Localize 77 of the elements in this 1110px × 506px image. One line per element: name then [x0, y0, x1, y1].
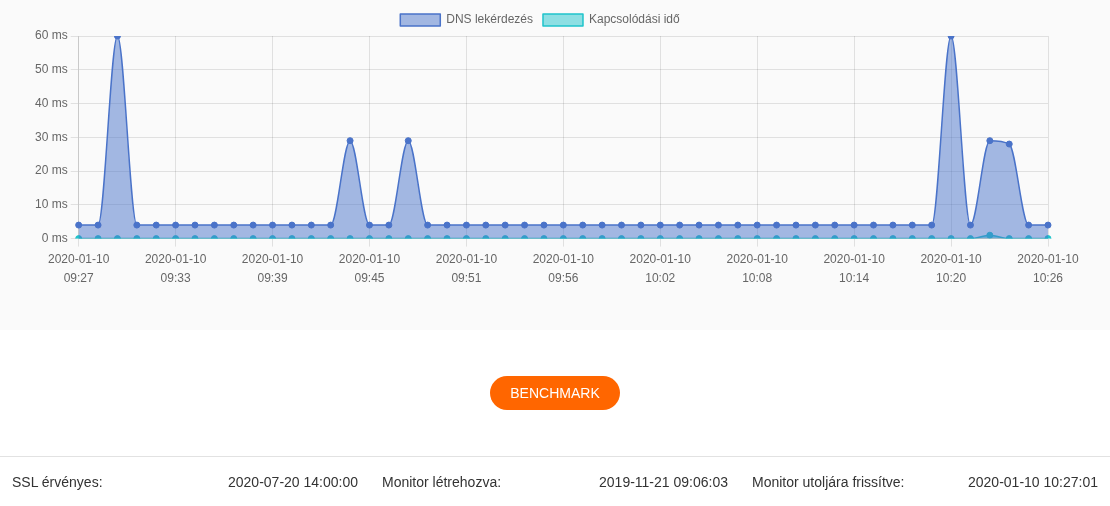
- point: [559, 221, 567, 229]
- point: [986, 137, 994, 145]
- point: [618, 221, 625, 229]
- point: [210, 221, 218, 229]
- point: [404, 137, 412, 145]
- point: [346, 137, 354, 145]
- x-tick-label: 2020-01-10 10:08: [726, 251, 789, 285]
- y-tick-label: 0 ms: [41, 230, 68, 245]
- point: [249, 221, 257, 229]
- text: Monitor utoljára frissítve:: [752, 473, 905, 490]
- point: [191, 221, 199, 229]
- point: [850, 221, 858, 229]
- x-tick-label: 2020-01-10 10:20: [920, 251, 983, 285]
- point: [870, 221, 878, 229]
- point: [986, 231, 994, 239]
- point: [695, 221, 703, 229]
- x-tick-label: 2020-01-10 09:45: [338, 251, 401, 285]
- point: [385, 221, 393, 229]
- point: [501, 221, 509, 229]
- point: [482, 221, 490, 229]
- point: [714, 221, 722, 229]
- point: [792, 221, 800, 229]
- point: [424, 221, 432, 229]
- point: [656, 221, 664, 229]
- point: [307, 221, 315, 229]
- x-tick-label: 2020-01-10 10:14: [823, 251, 886, 285]
- x-tick-label: 2020-01-10 09:33: [144, 251, 207, 285]
- point: [172, 221, 180, 229]
- point: [889, 221, 897, 229]
- text: 2020-07-20 14:00:00: [228, 473, 358, 490]
- point: [637, 221, 645, 229]
- text: SSL érvényes:: [12, 473, 103, 490]
- y-tick-label: 30 ms: [34, 129, 68, 144]
- legend-label: Kapcsolódási idő: [588, 12, 681, 27]
- point: [230, 221, 238, 229]
- point: [269, 221, 277, 229]
- point: [811, 221, 819, 229]
- point: [928, 221, 936, 229]
- y-tick-label: 40 ms: [34, 95, 68, 110]
- text: BENCHMARK: [510, 385, 600, 401]
- point: [1025, 221, 1033, 229]
- y-tick-label: 60 ms: [34, 28, 68, 43]
- x-tick-label: 2020-01-10 09:51: [435, 251, 498, 285]
- point: [1005, 140, 1013, 148]
- point: [676, 221, 684, 229]
- point: [133, 221, 141, 229]
- point: [365, 221, 373, 229]
- point: [327, 221, 335, 229]
- point: [94, 221, 102, 229]
- point: [462, 221, 470, 229]
- legend-label: DNS lekérdezés: [446, 12, 533, 27]
- point: [75, 221, 83, 229]
- point: [579, 221, 587, 229]
- y-tick-label: 50 ms: [34, 62, 68, 77]
- point: [598, 221, 606, 229]
- point: [773, 221, 781, 229]
- point: [288, 221, 296, 229]
- point: [540, 221, 548, 229]
- point: [966, 221, 974, 229]
- point: [734, 221, 742, 229]
- x-tick-label: 2020-01-10 09:56: [532, 251, 595, 285]
- point: [753, 221, 761, 229]
- point: [831, 221, 839, 229]
- point: [908, 221, 916, 229]
- point: [443, 221, 451, 229]
- x-tick-label: 2020-01-10 09:27: [47, 251, 110, 285]
- x-tick-label: 2020-01-10 09:39: [241, 251, 304, 285]
- point: [152, 221, 160, 229]
- text: Monitor létrehozva:: [382, 473, 502, 490]
- point: [1044, 221, 1052, 229]
- point: [521, 221, 529, 229]
- text: 2019-11-21 09:06:03: [599, 473, 728, 490]
- x-tick-label: 2020-01-10 10:26: [1017, 251, 1080, 285]
- text: 2020-01-10 10:27:01: [968, 473, 1098, 490]
- y-tick-label: 10 ms: [34, 197, 68, 212]
- y-tick-label: 20 ms: [34, 163, 68, 178]
- x-tick-label: 2020-01-10 10:02: [629, 251, 692, 285]
